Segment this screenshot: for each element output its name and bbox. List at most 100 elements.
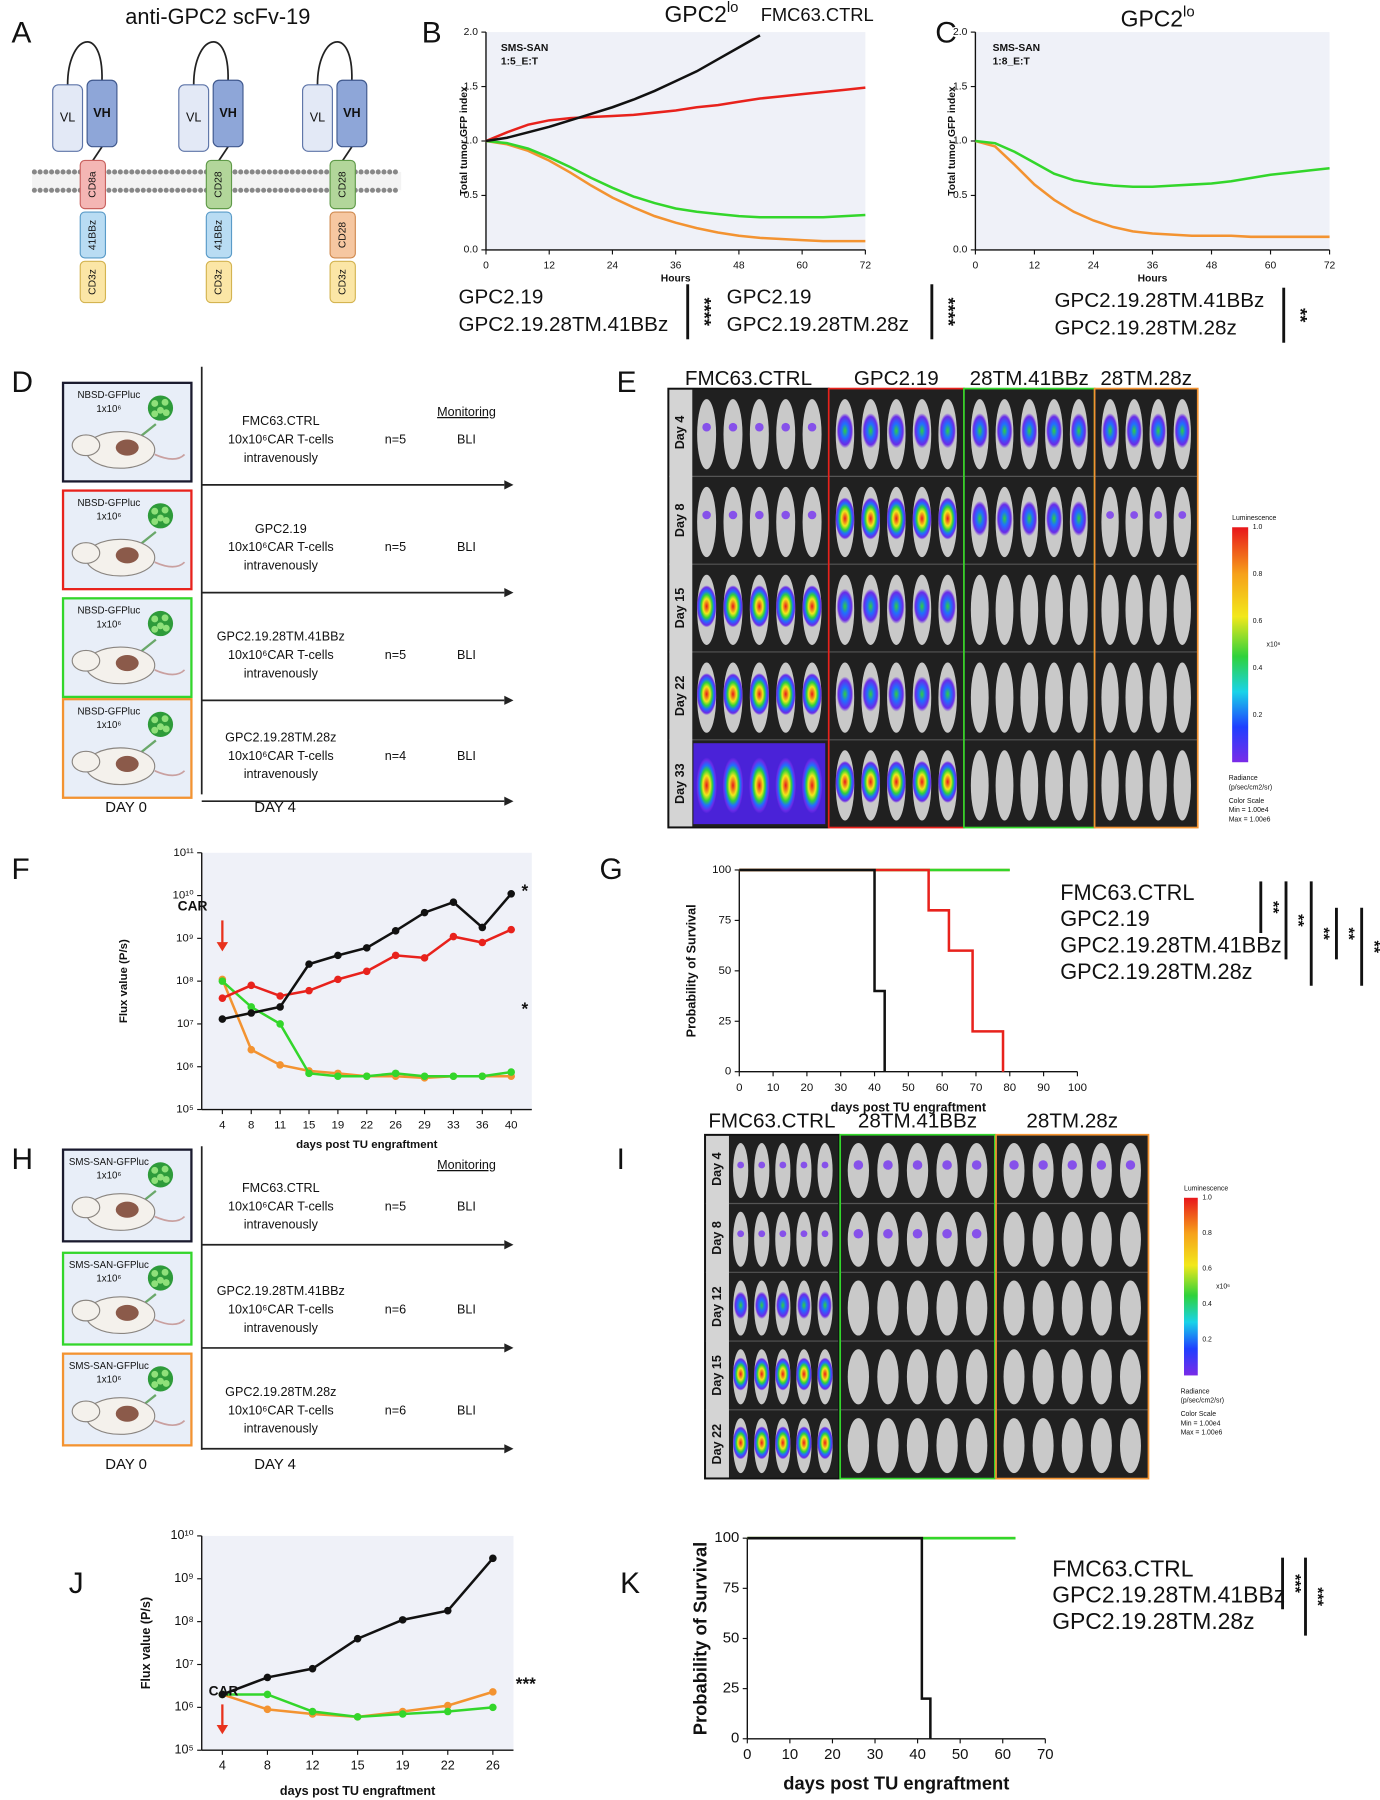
mouse-image	[1069, 750, 1088, 821]
tumor-cell	[162, 1279, 170, 1287]
x-tick-label: 11	[274, 1120, 286, 1132]
signal	[807, 422, 817, 432]
signal	[971, 500, 988, 537]
colorbar	[1184, 1197, 1198, 1376]
tumor-cell	[151, 615, 159, 623]
colorbar-tick: 0.4	[1202, 1301, 1212, 1308]
signal	[749, 673, 770, 716]
readout: BLI	[457, 540, 476, 554]
colorbar-label: Min = 1.00e4	[1229, 807, 1269, 814]
column-border	[839, 1133, 996, 1480]
significance-label: **	[1264, 901, 1282, 914]
mouse-image	[847, 1142, 870, 1199]
legend-entry: FMC63.CTRL	[1052, 1555, 1193, 1581]
mouse-image	[1069, 574, 1088, 645]
day-label: DAY 0	[105, 1457, 147, 1473]
row-label: Day 15	[710, 1355, 724, 1396]
row-label: Day 22	[673, 676, 687, 717]
y-tick-label: 0	[725, 1066, 731, 1078]
group-size: n=5	[385, 540, 406, 554]
car-route: intravenously	[244, 767, 319, 781]
readout: BLI	[457, 1199, 476, 1213]
legend-entry: GPC2.19.28TM.28z	[1060, 959, 1252, 984]
lipid-head	[37, 187, 43, 193]
tumor-cell	[157, 406, 164, 414]
mouse-image	[1125, 486, 1143, 558]
mouse-image	[1061, 1211, 1083, 1267]
signal	[800, 1161, 808, 1169]
lipid-head	[387, 187, 393, 193]
legend-entry: GPC2.19	[458, 285, 543, 308]
mouse-image	[1003, 1211, 1025, 1267]
signal	[912, 497, 932, 540]
lipid-head	[272, 187, 278, 193]
signal	[912, 1160, 923, 1170]
signal	[860, 497, 881, 540]
colorbar	[1232, 527, 1249, 763]
chart-title-superscript: lo	[727, 0, 739, 16]
point	[489, 1688, 497, 1696]
row-label: Day 4	[673, 416, 687, 450]
point	[305, 986, 313, 995]
mouse-head	[71, 649, 101, 672]
lipid-head	[140, 187, 146, 193]
x-axis-label: days post TU engraftment	[831, 1101, 987, 1115]
x-axis-label: days post TU engraftment	[280, 1784, 436, 1798]
mouse-image	[966, 1280, 988, 1336]
car-name: FMC63.CTRL	[242, 414, 320, 428]
lipid-head	[364, 187, 370, 193]
car-name: GPC2.19.28TM.28z	[225, 730, 336, 744]
x-tick-label: 26	[389, 1120, 402, 1132]
y-tick-label: 10⁷	[175, 1657, 194, 1671]
x-tick-label: 40	[505, 1120, 518, 1132]
signal	[939, 413, 956, 449]
lipid-head	[278, 187, 284, 193]
car-route: intravenously	[244, 666, 319, 680]
signal	[775, 673, 796, 716]
car-cells: 10x10⁶CAR T-cells	[228, 432, 334, 446]
lipid-head	[49, 187, 55, 193]
domain-box	[205, 211, 233, 259]
domain-vh	[86, 79, 118, 148]
arrow-head	[504, 1343, 514, 1353]
point	[391, 1069, 400, 1078]
signal	[1021, 500, 1038, 537]
mouse-head	[71, 434, 101, 457]
y-tick-label: 10¹⁰	[173, 890, 195, 902]
mouse-image	[796, 1142, 812, 1199]
x-tick-label: 15	[351, 1759, 365, 1773]
tumor-cell	[161, 1165, 169, 1173]
point	[420, 954, 429, 962]
lipid-head	[175, 187, 181, 193]
point	[449, 1072, 458, 1081]
domain-box	[329, 260, 356, 304]
tumor-cell	[151, 400, 159, 407]
mouse-image	[847, 1211, 870, 1267]
domain-vl	[52, 84, 84, 152]
panel-letter: J	[69, 1567, 84, 1600]
signal	[702, 510, 711, 520]
mouse-image	[697, 399, 717, 470]
signal	[758, 1230, 766, 1238]
x-tick-label: 60	[1265, 261, 1277, 272]
significance-label: *	[522, 880, 529, 900]
column-header: 28TM.28z	[1100, 367, 1192, 390]
mouse-image	[802, 399, 822, 470]
tumor-cell	[162, 516, 170, 524]
lipid-head	[54, 169, 60, 175]
lipid-head	[318, 187, 324, 193]
colorbar-label: (p/sec/cm2/sr)	[1181, 1397, 1224, 1404]
tumor-dose: 1x10⁶	[96, 1375, 121, 1386]
mouse-tail	[154, 1419, 186, 1427]
mouse-organ	[115, 1201, 139, 1218]
point	[353, 1713, 362, 1721]
colorbar-label: Max = 1.00e6	[1181, 1430, 1223, 1437]
signal	[1070, 413, 1087, 449]
lipid-head	[324, 169, 330, 175]
chart-title-superscript: lo	[1183, 5, 1195, 21]
mouse-image	[697, 486, 717, 558]
domain-label: CD28	[337, 222, 348, 249]
signal	[1070, 500, 1087, 537]
signal	[1126, 413, 1142, 449]
